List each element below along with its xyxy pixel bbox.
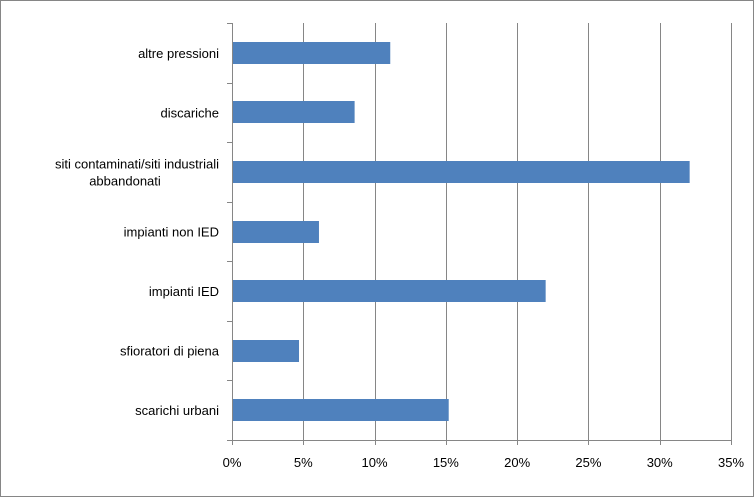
category-label-3: impianti non IED (124, 225, 219, 240)
category-label-line: siti contaminati/siti industriali (55, 156, 219, 171)
bar-5 (233, 340, 300, 362)
x-tick-label: 35% (718, 455, 744, 470)
category-label-line: altre pressioni (138, 46, 219, 61)
bar-1 (233, 101, 355, 123)
bar-2 (233, 161, 690, 183)
category-label-line: discariche (160, 105, 219, 120)
category-label-line: impianti IED (149, 284, 219, 299)
category-label-line: scarichi urbani (135, 403, 219, 418)
x-tick-label: 30% (647, 455, 673, 470)
x-tick-label: 5% (294, 455, 313, 470)
category-label-4: impianti IED (149, 284, 219, 299)
bar-6 (233, 399, 449, 421)
category-label-0: altre pressioni (138, 46, 219, 61)
x-tick-label: 20% (504, 455, 530, 470)
category-label-1: discariche (160, 105, 219, 120)
x-tick-label: 25% (575, 455, 601, 470)
category-label-5: sfioratori di piena (120, 344, 220, 359)
category-label-6: scarichi urbani (135, 403, 219, 418)
category-label-line: sfioratori di piena (120, 344, 220, 359)
x-tick-label: 15% (433, 455, 459, 470)
category-label-line: impianti non IED (124, 225, 219, 240)
bar-0 (233, 42, 391, 64)
bar-3 (233, 221, 319, 243)
bar-4 (233, 280, 546, 302)
category-label-2: siti contaminati/siti industriali abbando… (55, 156, 219, 188)
x-tick-label: 0% (223, 455, 242, 470)
x-tick-label: 10% (362, 455, 388, 470)
category-label-line: abbandonati (89, 173, 161, 188)
